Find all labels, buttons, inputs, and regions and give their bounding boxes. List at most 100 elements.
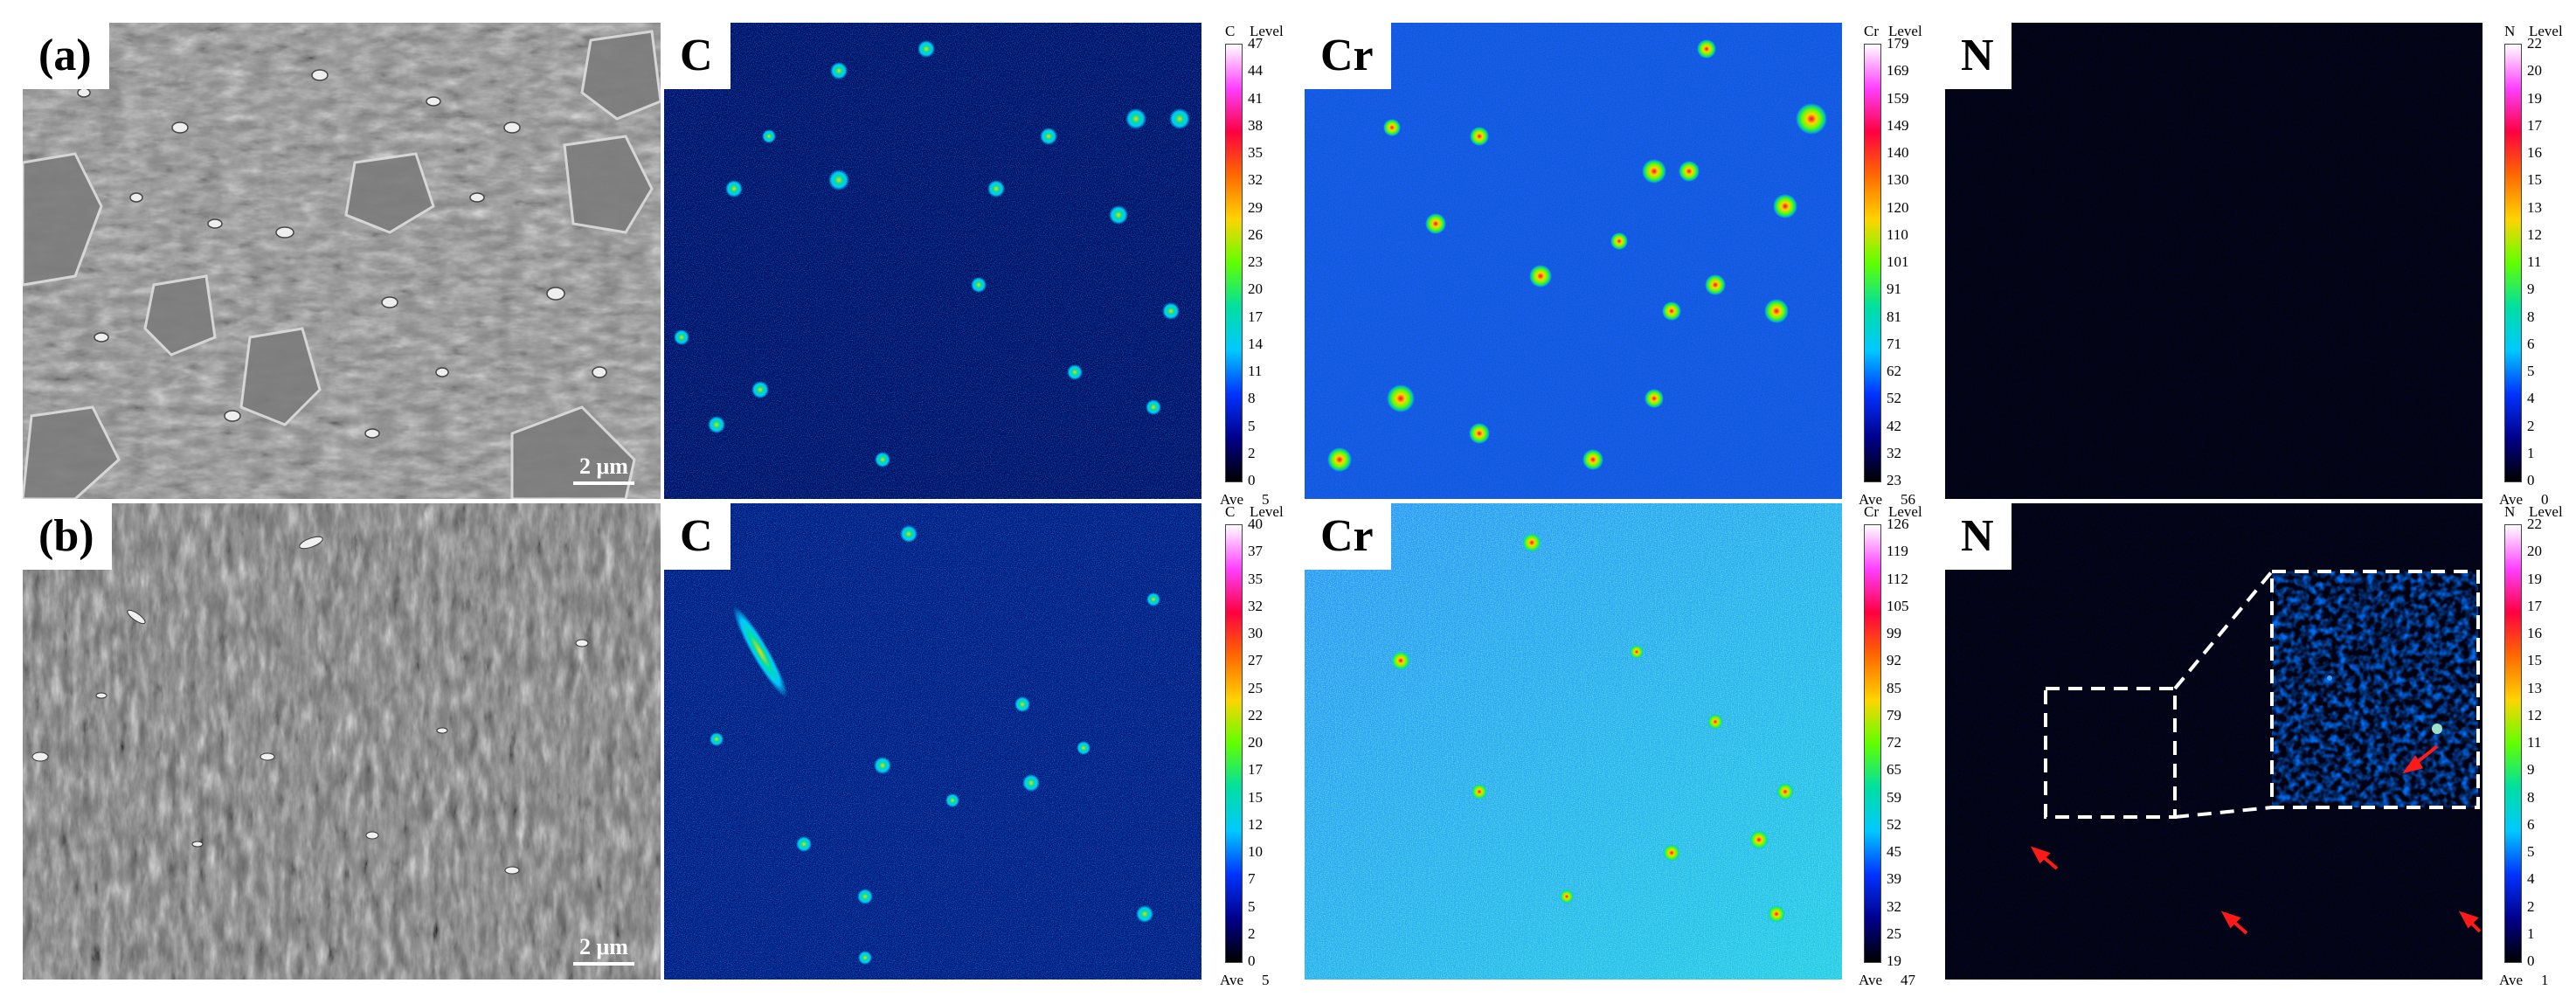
colorbar-tick-label: 37	[1248, 543, 1263, 560]
colorbar-tick-label: 72	[1887, 734, 1901, 751]
colorbar-tick-label: 8	[2527, 308, 2535, 325]
element-map-image	[1305, 23, 1842, 499]
colorbar-tick-label: 0	[1248, 952, 1256, 969]
panel-label: N	[1945, 23, 2012, 89]
colorbar-tick-label: 11	[2527, 253, 2542, 270]
colorbar-average: Ave 5	[1220, 491, 1270, 509]
colorbar-tick-label: 5	[2527, 843, 2535, 860]
colorbar-tick-label: 15	[1248, 788, 1263, 806]
colorbar-tick-label: 159	[1887, 89, 1909, 107]
colorbar-tick-label: 71	[1887, 335, 1901, 352]
element-map-image	[1945, 503, 2483, 980]
panel-label: (b)	[23, 503, 112, 570]
scale-bar: 2 μm	[573, 454, 634, 485]
colorbar-ave-label: Ave	[2499, 972, 2524, 988]
colorbar-tick-label: 65	[1887, 761, 1901, 779]
colorbar-ticks: 40 37 35 32 30 27 25 22 20 17 15 12 10 7 5 2 0	[1248, 516, 1300, 969]
element-map-b-cr: Cr	[1305, 503, 1842, 980]
colorbar-tick-label: 19	[2527, 570, 2542, 587]
colorbar-tick-label: 2	[1248, 444, 1256, 461]
colorbar-level-label: Level	[2529, 23, 2563, 39]
colorbar-tick-label: 17	[1248, 308, 1263, 325]
colorbar-ave-value: 0	[2541, 491, 2549, 508]
colorbar-element: Cr	[1864, 503, 1879, 520]
element-map-image	[1945, 23, 2483, 499]
colorbar-ave-label: Ave	[1220, 491, 1244, 508]
colorbar-tick-label: 6	[2527, 815, 2535, 833]
colorbar-ave-label: Ave	[1220, 972, 1244, 988]
colorbar-tick-label: 17	[2527, 116, 2542, 134]
colorbar-element: N	[2504, 23, 2516, 39]
colorbar-level-label: Level	[2529, 503, 2563, 520]
colorbar-tick-label: 10	[1248, 843, 1263, 860]
colorbar-tick-label: 112	[1887, 570, 1908, 587]
colorbar-ave-value: 56	[1901, 491, 1915, 508]
element-map-image	[664, 503, 1201, 980]
colorbar-tick-label: 25	[1887, 924, 1901, 942]
sem-micrograph-a	[23, 23, 661, 499]
colorbar-tick-label: 12	[1248, 815, 1263, 833]
colorbar-tick-label: 2	[2527, 417, 2535, 434]
scale-bar-label: 2 μm	[579, 934, 628, 959]
colorbar-tick-label: 19	[2527, 89, 2542, 107]
colorbar-tick-label: 32	[1248, 171, 1263, 189]
colorbar-gradient	[1225, 524, 1243, 963]
colorbar-tick-label: 52	[1887, 390, 1901, 407]
element-map-image	[1305, 503, 1842, 980]
colorbar-ave-value: 5	[1262, 491, 1270, 508]
element-map-image	[664, 23, 1201, 499]
colorbar-tick-label: 62	[1887, 363, 1901, 379]
scale-bar-line	[573, 962, 634, 966]
colorbar-tick-label: 91	[1887, 280, 1901, 298]
colorbar-tick-label: 40	[1248, 516, 1263, 532]
colorbar-tick-label: 179	[1887, 35, 1909, 52]
colorbar-tick-label: 23	[1887, 472, 1901, 488]
colorbar-ticks: 47 44 41 38 35 32 29 26 23 20 17 14 11 8 5 2 0	[1248, 35, 1300, 488]
colorbar-gradient	[1864, 524, 1881, 963]
colorbar-tick-label: 130	[1887, 171, 1909, 189]
colorbar-ave-label: Ave	[2499, 491, 2524, 508]
colorbar-tick-label: 9	[2527, 280, 2535, 298]
colorbar-ticks: 22 20 19 17 16 15 13 12 11 9 8 6 5 4 2 1 0	[2527, 516, 2576, 969]
colorbar-tick-label: 9	[2527, 761, 2535, 779]
colorbar-tick-label: 11	[1248, 363, 1263, 379]
panel-label: Cr	[1305, 503, 1391, 570]
colorbar-tick-label: 25	[1248, 679, 1263, 696]
colorbar-tick-label: 0	[1248, 472, 1256, 488]
scale-bar-label: 2 μm	[579, 454, 628, 479]
scale-bar: 2 μm	[573, 934, 634, 966]
colorbar-tick-label: 6	[2527, 335, 2535, 352]
colorbar-tick-label: 110	[1887, 225, 1908, 243]
colorbar-element: Cr	[1864, 23, 1879, 39]
colorbar-tick-label: 38	[1248, 116, 1263, 134]
colorbar-average: Ave 0	[2499, 491, 2549, 509]
colorbar-tick-label: 14	[1248, 335, 1263, 352]
panel-label: C	[664, 503, 731, 570]
colorbar-tick-label: 120	[1887, 198, 1909, 216]
colorbar-tick-label: 20	[1248, 280, 1263, 298]
colorbar-gradient	[2504, 524, 2522, 963]
colorbar-ave-label: Ave	[1859, 491, 1883, 508]
colorbar-tick-label: 101	[1887, 253, 1909, 270]
element-map-b-n: N	[1945, 503, 2483, 980]
colorbar-tick-label: 32	[1248, 597, 1263, 614]
element-map-b-c: C	[664, 503, 1201, 980]
colorbar-ticks: 22 20 19 17 16 15 13 12 11 9 8 6 5 4 2 1 0	[2527, 35, 2576, 488]
colorbar-tick-label: 17	[1248, 761, 1263, 779]
colorbar-tick-label: 45	[1887, 843, 1901, 860]
sem-image-b: (b) 2 μm	[23, 503, 661, 980]
colorbar-tick-label: 4	[2527, 870, 2535, 888]
colorbar-average: Ave 56	[1859, 491, 1915, 509]
colorbar-tick-label: 105	[1887, 597, 1909, 614]
colorbar-tick-label: 17	[2527, 597, 2542, 614]
colorbar-tick-label: 5	[1248, 897, 1256, 915]
colorbar-average: Ave 1	[2499, 972, 2549, 989]
colorbar-tick-label: 42	[1887, 417, 1901, 434]
colorbar-average: Ave 47	[1859, 972, 1915, 989]
panel-label: Cr	[1305, 23, 1391, 89]
colorbar-tick-label: 16	[2527, 144, 2542, 161]
colorbar-level-label: Level	[1250, 503, 1284, 520]
colorbar-tick-label: 35	[1248, 570, 1263, 587]
colorbar-gradient	[1864, 44, 1881, 482]
colorbar-tick-label: 5	[2527, 363, 2535, 379]
